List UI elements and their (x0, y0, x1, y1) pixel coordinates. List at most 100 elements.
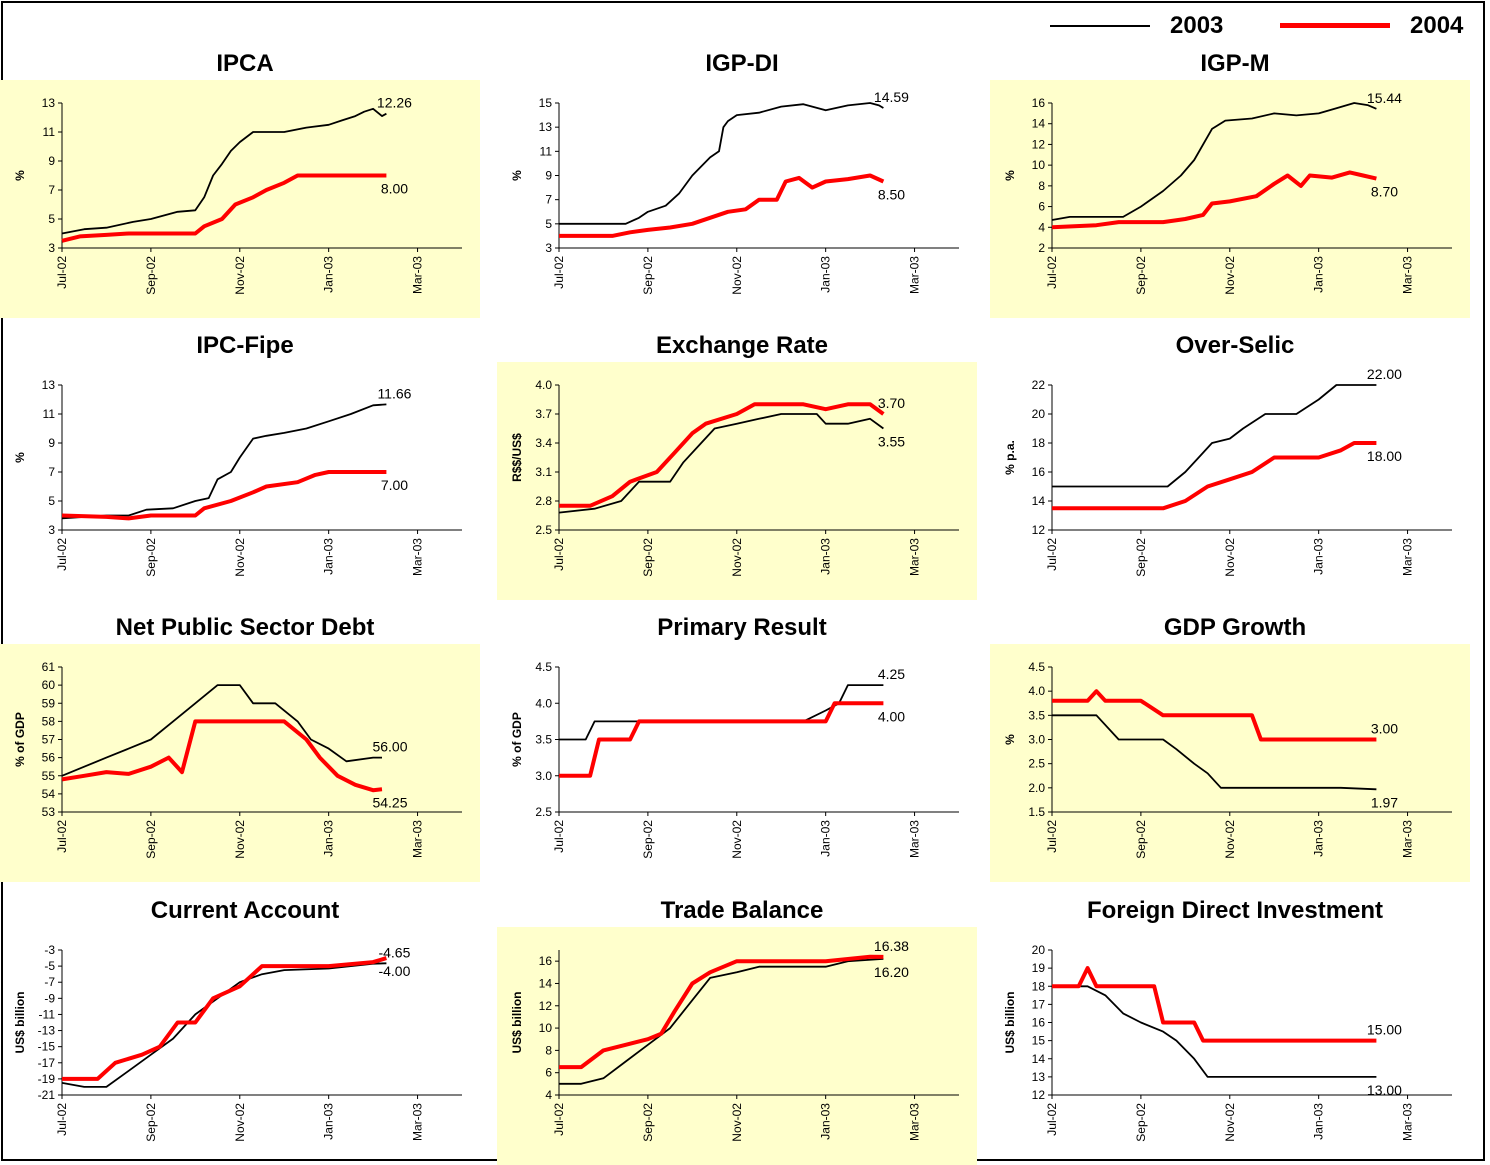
data-label: 3.70 (878, 395, 905, 411)
y-tick-label: 2.0 (1028, 781, 1045, 795)
y-tick-label: 12 (1032, 523, 1046, 537)
chart-panel-trade-balance: Trade Balance 4 6 8 10 12 14 16 Jul-02 Sep-02 Nov-… (497, 895, 987, 1165)
data-label: -4.00 (378, 963, 410, 979)
x-tick-label: Nov-02 (233, 820, 247, 859)
series-line-2003 (559, 684, 884, 741)
y-tick-label: -11 (39, 1007, 56, 1021)
y-tick-label: 22 (1032, 378, 1046, 392)
y-axis-label: % (13, 170, 27, 181)
x-tick-label: Sep-02 (1134, 538, 1148, 577)
x-tick-label: Jul-02 (552, 820, 566, 853)
y-tick-label: 18 (1032, 436, 1046, 450)
y-tick-label: 7 (48, 465, 55, 479)
y-tick-label: 3.4 (535, 436, 552, 450)
x-tick-label: Mar-03 (1401, 256, 1415, 294)
y-tick-label: 8 (545, 1043, 552, 1057)
x-tick-label: Jul-02 (55, 1103, 69, 1136)
x-tick-label: Sep-02 (641, 538, 655, 577)
x-tick-label: Sep-02 (641, 256, 655, 295)
series-line-2003 (1052, 985, 1377, 1078)
x-tick-label: Jul-02 (552, 538, 566, 571)
y-tick-label: 60 (42, 678, 56, 692)
x-tick-label: Nov-02 (730, 820, 744, 859)
x-tick-label: Jan-03 (322, 538, 336, 575)
y-tick-label: 14 (1032, 1052, 1046, 1066)
chart-panel-current-account: Current Account -21 -19 -17 -15 -13 -11 -9 -7 -5-… (0, 895, 490, 1165)
y-tick-label: 14 (1032, 117, 1046, 131)
y-tick-label: 15 (539, 96, 553, 110)
x-tick-label: Nov-02 (233, 538, 247, 577)
data-label: 8.70 (1371, 184, 1398, 200)
chart-svg: -21 -19 -17 -15 -13 -11 -9 -7 -5 -3 Jul-02 Sep-02 No… (13, 943, 462, 1142)
x-tick-label: Sep-02 (1134, 820, 1148, 859)
x-tick-label: Jul-02 (1045, 256, 1059, 289)
series-line-2003 (1051, 102, 1377, 221)
chart-title: Foreign Direct Investment (1086, 897, 1384, 924)
y-tick-label: 20 (1032, 943, 1046, 957)
x-tick-label: Jul-02 (552, 256, 566, 289)
y-tick-label: 10 (1032, 158, 1046, 172)
x-tick-label: Nov-02 (730, 256, 744, 295)
x-tick-label: Sep-02 (1134, 256, 1148, 295)
y-tick-label: 57 (42, 733, 56, 747)
x-tick-label: Mar-03 (411, 256, 425, 294)
y-tick-label: 13 (42, 96, 56, 110)
data-label: 18.00 (1367, 448, 1402, 464)
legend-label-2004: 2004 (1410, 12, 1464, 39)
x-tick-label: Mar-03 (1401, 1103, 1415, 1141)
chart-title: Primary Result (657, 614, 827, 641)
y-tick-label: 12 (1032, 137, 1046, 151)
y-tick-label: 13 (42, 378, 56, 392)
data-label: 11.66 (377, 385, 411, 401)
y-tick-label: 16 (1032, 1016, 1046, 1030)
data-label: 13.00 (1367, 1082, 1402, 1098)
chart-panel-net-public-sector-debt: Net Public Sector Debt 53 54 55 56 57 58 59 60 61… (0, 612, 490, 882)
y-tick-label: 20 (1032, 407, 1046, 421)
series-line-2004 (1052, 689, 1377, 742)
y-tick-label: 14 (1032, 494, 1046, 508)
data-label: 16.20 (874, 964, 909, 980)
data-label: 7.00 (381, 477, 408, 493)
x-tick-label: Jan-03 (819, 256, 833, 293)
series-line-2003 (559, 102, 884, 225)
y-tick-label: 8 (1038, 179, 1045, 193)
x-tick-label: Nov-02 (730, 538, 744, 577)
series-line-2003 (61, 107, 387, 235)
series-line-2004 (61, 470, 387, 521)
series-line-2003 (61, 684, 382, 777)
x-tick-label: Jan-03 (1312, 538, 1326, 575)
y-tick-label: -15 (38, 1040, 56, 1054)
chart-title: IPCA (216, 50, 274, 77)
x-tick-label: Jul-02 (552, 1103, 566, 1136)
y-tick-label: 2.8 (535, 494, 552, 508)
y-tick-label: 10 (539, 1021, 553, 1035)
x-tick-label: Mar-03 (411, 538, 425, 576)
chart-svg: 2 4 6 8 10 12 14 16 Jul-02 Sep-02 Nov-02 Jan-03 Mar-… (1003, 90, 1452, 295)
y-tick-label: 13 (539, 120, 553, 134)
series-line-2003 (559, 958, 884, 1085)
chart-svg: 12 14 16 18 20 22 Jul-02 Sep-02 Nov-02 Jan-03 Mar-… (1003, 366, 1452, 577)
chart-panel-exchange-rate: Exchange Rate 2.5 2.8 3.1 3.4 3.7 4.0 Jul-02 Sep… (497, 330, 987, 600)
y-tick-label: -17 (38, 1056, 56, 1070)
chart-background (497, 927, 977, 1165)
y-tick-label: 13 (1032, 1070, 1046, 1084)
x-tick-label: Sep-02 (144, 820, 158, 859)
chart-panel-foreign-direct-investment: Foreign Direct Investment 12 13 14 15 16 17 18 1… (990, 895, 1480, 1165)
chart-panel-igp-m: IGP-M 2 4 6 8 10 12 14 16 Jul-02 Sep-02 Nov-02 Jan-0… (990, 48, 1480, 318)
chart-panel-ipc-fipe: IPC-Fipe 3 5 7 9 11 13 Jul-02 Sep-02 Nov-02 Jan-03… (0, 330, 490, 600)
y-tick-label: 3 (545, 241, 552, 255)
x-tick-label: Sep-02 (144, 256, 158, 295)
x-tick-label: Nov-02 (233, 256, 247, 295)
chart-title: IPC-Fipe (196, 332, 294, 359)
y-tick-label: 5 (545, 217, 552, 231)
chart-svg: 2.5 3.0 3.5 4.0 4.5 Jul-02 Sep-02 Nov-02 Jan-03 M… (510, 660, 959, 859)
y-tick-label: 12 (1032, 1088, 1046, 1102)
x-tick-label: Jul-02 (1045, 538, 1059, 571)
y-tick-label: 4.5 (535, 660, 552, 674)
y-tick-label: 11 (540, 144, 553, 158)
chart-panel-ipca: IPCA 3 5 7 9 11 13 Jul-02 Sep-02 Nov-02 Jan-03 Mar-… (0, 48, 490, 318)
y-axis-label: % (13, 452, 27, 463)
x-tick-label: Mar-03 (908, 820, 922, 858)
y-tick-label: 4.5 (1028, 660, 1045, 674)
y-tick-label: 58 (42, 714, 56, 728)
